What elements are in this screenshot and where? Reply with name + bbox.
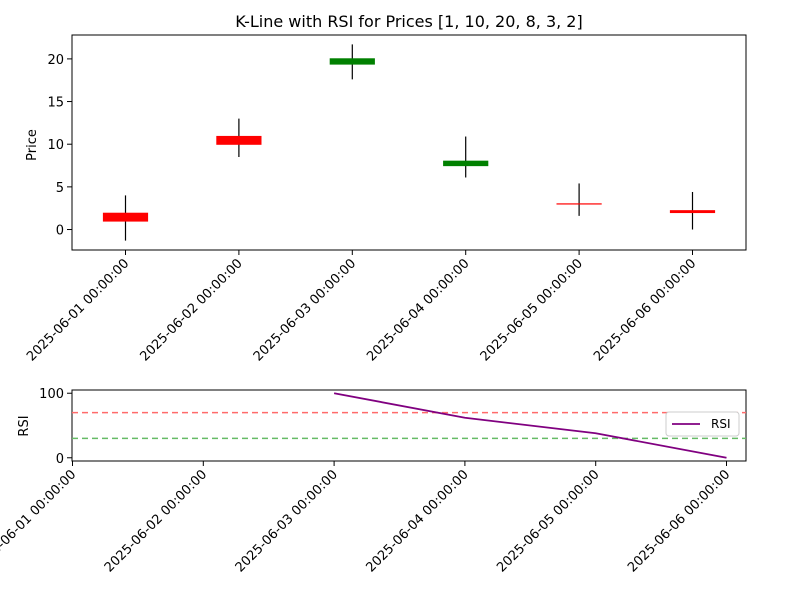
rsi-legend-label: RSI	[711, 417, 731, 431]
price-tick-label: 5	[56, 181, 64, 196]
candle-body	[329, 58, 375, 65]
candle-body	[443, 160, 489, 167]
rsi-legend: RSI	[665, 411, 740, 437]
rsi-frame	[71, 389, 747, 462]
price-axis-label: Price	[25, 129, 40, 161]
price-tick-label: 0	[56, 224, 64, 239]
candle-body	[216, 135, 262, 145]
rsi-line	[333, 392, 727, 459]
candle-body	[102, 212, 149, 222]
price-tick-label: 20	[47, 53, 64, 68]
candle-body	[669, 210, 716, 214]
candlestick-frame	[71, 34, 747, 251]
chart-title: K-Line with RSI for Prices [1, 10, 20, 8…	[235, 12, 582, 31]
rsi-axis-label: RSI	[17, 415, 32, 436]
price-tick-label: 10	[47, 138, 64, 153]
rsi-tick-label: 0	[56, 452, 64, 467]
rsi-legend-box	[665, 411, 740, 437]
rsi-tick-label: 100	[39, 387, 64, 402]
price-tick-label: 15	[47, 96, 64, 111]
